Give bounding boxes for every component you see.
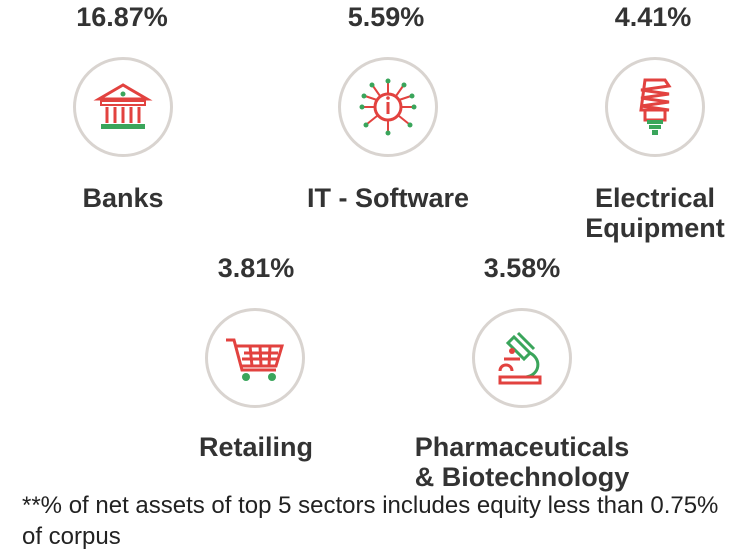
lightbulb-icon (639, 78, 672, 135)
sector-label-retailing: Retailing (198, 432, 313, 462)
sector-label-pharma-biotech: Pharmaceuticals & Biotechnology (392, 432, 652, 492)
shopping-cart-icon (226, 338, 285, 381)
sector-label-electrical-equipment: Electrical Equipment (565, 183, 745, 243)
footnote: **% of net assets of top 5 sectors inclu… (22, 492, 719, 550)
sector-label-line2: & Biotechnology (414, 462, 630, 492)
sector-percent-banks: 16.87% (76, 2, 168, 32)
sector-icon-circle-pharma-biotech (472, 308, 572, 408)
sector-label-line2: Equipment (585, 213, 725, 243)
bank-icon (93, 83, 153, 129)
sector-icon-circle-it-software (338, 57, 438, 157)
sector-percent-it-software: 5.59% (347, 2, 425, 32)
sector-label-line1: Electrical (594, 183, 716, 213)
sector-label-line1: Pharmaceuticals (414, 432, 630, 462)
sector-percent-pharma-biotech: 3.58% (483, 253, 561, 283)
circuit-chip-icon (359, 78, 417, 136)
sector-label-it-software: IT - Software (306, 183, 469, 213)
sector-icon-circle-retailing (205, 308, 305, 408)
sector-icon-circle-banks (73, 57, 173, 157)
sector-icon-circle-electrical-equipment (605, 57, 705, 157)
sector-percent-electrical-equipment: 4.41% (614, 2, 692, 32)
microscope-icon (498, 331, 542, 385)
sector-label-banks: Banks (82, 183, 164, 213)
sector-percent-retailing: 3.81% (217, 253, 295, 283)
